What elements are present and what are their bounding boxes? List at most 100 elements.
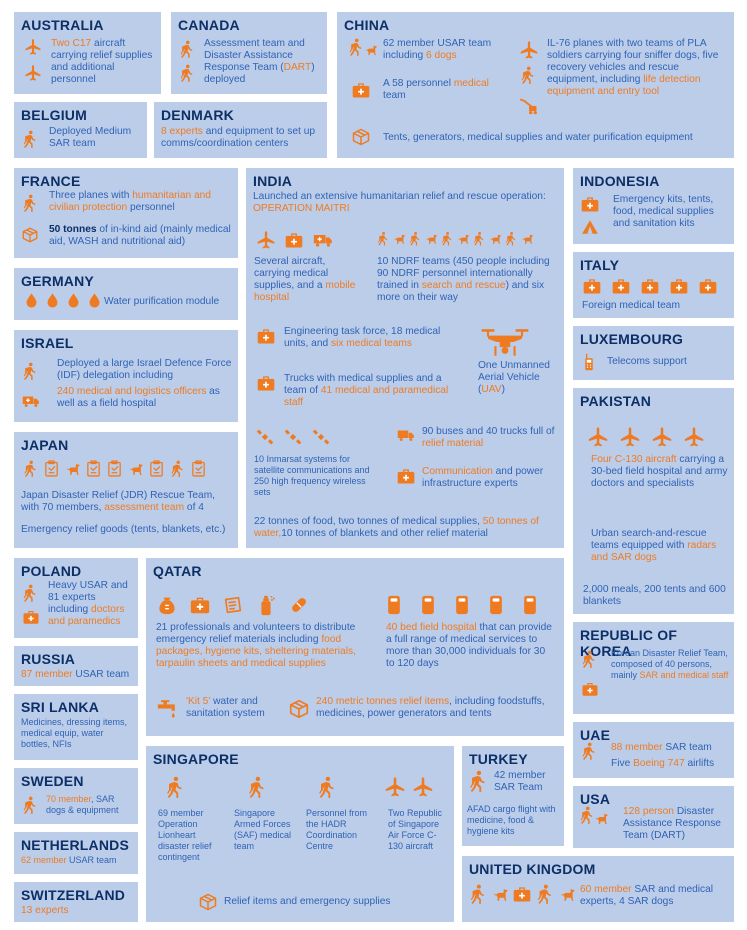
hospital-bed-icon	[384, 594, 404, 616]
medical-kit-icon	[396, 466, 416, 486]
singapore-lionheart-text: 69 member Operation Lionheart disaster r…	[158, 808, 212, 862]
plane-icon	[651, 426, 673, 448]
country-title: SRI LANKA	[21, 699, 100, 715]
medical-kit-icon	[609, 276, 633, 296]
supplies-box-icon	[288, 698, 310, 720]
uae-sar-text: 88 member SAR team	[611, 742, 712, 753]
walkie-talkie-icon	[580, 352, 598, 372]
hospital-bed-icon	[486, 594, 506, 616]
rescue-person-icon	[535, 884, 555, 904]
medical-kit-icon	[667, 276, 691, 296]
qatar-hospital-text: 40 bed field hospital that can provide a…	[386, 622, 552, 669]
india-engineering-text: Engineering task force, 18 medical units…	[284, 326, 441, 349]
india-ndrf-text: 10 NDRF teams (450 people including 90 N…	[377, 256, 550, 303]
card-sweden: SWEDEN 70 member, SAR dogs & equipment	[14, 768, 138, 824]
country-title: CHINA	[344, 17, 390, 33]
tent-icon	[580, 218, 600, 236]
country-title: PAKISTAN	[580, 393, 652, 409]
plane-icon	[587, 426, 609, 448]
indonesia-text: Emergency kits, tents, food, medical sup…	[613, 194, 714, 229]
rescue-person-icon	[316, 776, 338, 798]
country-title: ISRAEL	[21, 335, 74, 351]
singapore-hadr-text: Personnel from the HADR Coordination Cen…	[306, 808, 368, 851]
rescue-person-icon	[580, 742, 598, 760]
india-aircraft-text: Several aircraft, carrying medical suppl…	[254, 256, 356, 303]
card-srilanka: SRI LANKA Medicines, dressing items, med…	[14, 694, 138, 760]
country-title: ITALY	[580, 257, 620, 273]
india-intro-text: Launched an extensive humanitarian relie…	[253, 191, 546, 214]
pakistan-aircraft-text: Four C-130 aircraft carrying a 30-bed fi…	[591, 454, 728, 489]
card-china: CHINA 62 member USAR team including 6 do…	[337, 12, 734, 158]
tarpaulin-sheet-icon	[222, 594, 244, 616]
card-germany: GERMANY Water purification module	[14, 268, 238, 320]
country-title: REPUBLIC OF KOREA	[580, 627, 678, 659]
dog-icon	[520, 230, 534, 247]
qatar-bed-icons	[384, 594, 540, 616]
country-title: SWEDEN	[21, 773, 84, 789]
checklist-icon	[106, 460, 123, 477]
water-drop-icon	[65, 292, 82, 309]
china-medical-text: A 58 personnel medical team	[383, 78, 489, 101]
netherlands-text: 62 member USAR team	[21, 855, 117, 865]
medical-kit-icon	[284, 230, 304, 250]
satellite-icon	[312, 428, 330, 446]
russia-text: 87 member USAR team	[21, 669, 130, 680]
dog-icon	[593, 810, 609, 826]
ambulance-icon	[312, 230, 334, 250]
hospital-bed-icon	[418, 594, 438, 616]
india-uav-text: One Unmanned Aerial Vehicle (UAV)	[478, 360, 550, 395]
turkey-sar-text: 42 member SAR Team	[494, 770, 546, 793]
switzerland-text: 13 experts	[21, 905, 69, 916]
pakistan-plane-icons	[587, 426, 705, 448]
denmark-text: 8 experts and equipment to set up comms/…	[161, 126, 316, 149]
medical-kit-icon	[256, 326, 276, 346]
qatar-kit5-text: 'Kit 5' water and sanitation system	[186, 696, 265, 719]
water-tap-icon	[156, 698, 178, 720]
italy-text: Foreign medical team	[582, 300, 680, 311]
uk-icon-row	[468, 884, 576, 904]
korea-text: Korean Disaster Relief Team, composed of…	[611, 648, 729, 680]
india-satellite-icons	[256, 428, 330, 446]
rescue-person-icon	[178, 40, 196, 58]
rescue-person-icon	[169, 460, 186, 477]
card-poland: POLAND Heavy USAR and 81 experts includi…	[14, 558, 138, 638]
india-food-text: 22 tonnes of food, two tonnes of medical…	[254, 516, 539, 539]
satellite-icon	[284, 428, 302, 446]
card-netherlands: NETHERLANDS 62 member USAR team	[14, 832, 138, 874]
checklist-icon	[43, 460, 60, 477]
card-uae: UAE 88 member SAR team Five Boeing 747 a…	[573, 722, 734, 778]
rescue-person-icon	[21, 194, 39, 212]
china-usar-text: 62 member USAR team including 6 dogs	[383, 38, 492, 61]
plane-icon	[519, 40, 539, 60]
rescue-person-icon	[504, 230, 518, 247]
checklist-icon	[190, 460, 207, 477]
country-title: DENMARK	[161, 107, 234, 123]
china-tents-text: Tents, generators, medical supplies and …	[383, 132, 693, 143]
india-comm-text: Communication and power infrastructure e…	[422, 466, 544, 489]
rescue-person-icon	[21, 362, 39, 380]
country-title: UNITED KINGDOM	[469, 861, 596, 877]
plane-icon	[683, 426, 705, 448]
germany-text: Water purification module	[104, 296, 220, 307]
qatar-volunteers-text: 21 professionals and volunteers to distr…	[156, 622, 356, 669]
card-singapore: SINGAPORE 69 member Operation Lionheart …	[146, 746, 454, 922]
india-trucks-text: Trucks with medical supplies and a team …	[284, 373, 449, 408]
plane-icon	[619, 426, 641, 448]
country-title: AUSTRALIA	[21, 17, 104, 33]
medical-kit-icon	[638, 276, 662, 296]
checklist-icon	[148, 460, 165, 477]
card-usa: USA 128 person Disaster Assistance Respo…	[573, 786, 734, 848]
medical-kit-icon	[512, 884, 532, 904]
country-title: SINGAPORE	[153, 751, 239, 767]
rescue-person-icon	[519, 66, 537, 84]
plane-icon	[412, 776, 434, 798]
japan-goods-text: Emergency relief goods (tents, blankets,…	[21, 524, 226, 535]
plane-icon	[24, 64, 42, 82]
poland-text: Heavy USAR and 81 experts including doct…	[48, 580, 128, 627]
medical-kit-icon	[580, 276, 604, 296]
excavator-icon	[519, 96, 539, 116]
card-uk: UNITED KINGDOM 60 member SAR and medical…	[462, 856, 734, 922]
medical-kit-icon	[21, 608, 41, 626]
card-belgium: BELGIUM Deployed Medium SAR team	[14, 102, 147, 158]
rescue-person-icon	[376, 230, 390, 247]
